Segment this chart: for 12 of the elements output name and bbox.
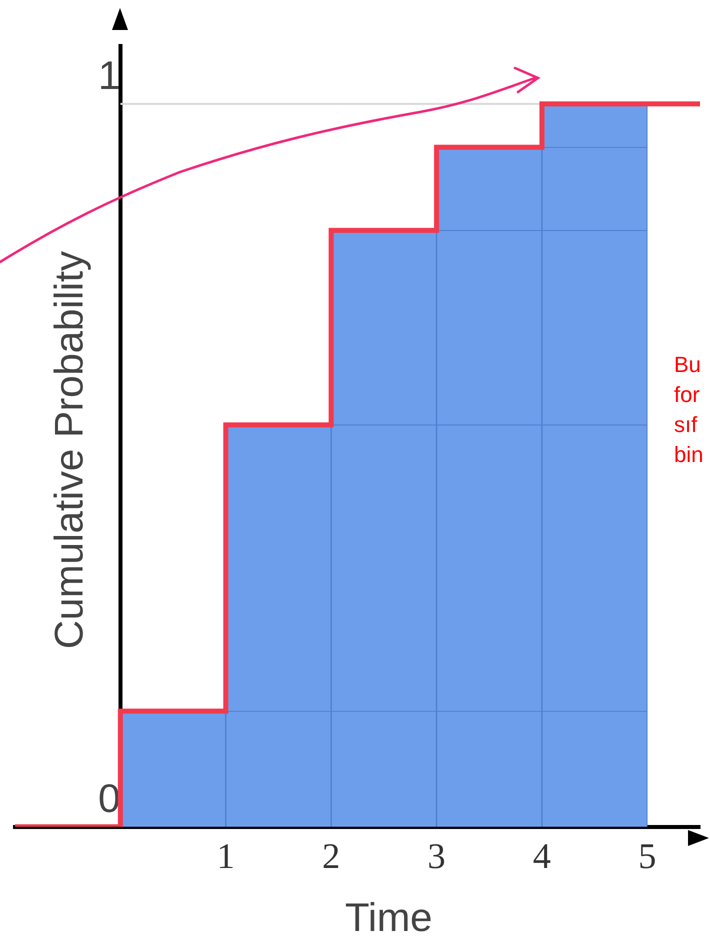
annotation: bin xyxy=(674,441,704,469)
annotation: sıf xyxy=(674,411,698,439)
x-tick-label: 2 xyxy=(322,836,340,876)
x-tick-label: 3 xyxy=(428,836,446,876)
annotation: Bu xyxy=(674,351,702,379)
annotation: for xyxy=(674,381,701,409)
x-axis-title: Time xyxy=(345,896,432,941)
y-axis-title: Cumulative Probability xyxy=(48,251,92,649)
x-tick-label: 4 xyxy=(532,836,551,876)
x-tick-label: 5 xyxy=(638,836,656,876)
x-tick-label: 1 xyxy=(216,836,235,876)
y-tick-label: 0 xyxy=(98,776,120,821)
